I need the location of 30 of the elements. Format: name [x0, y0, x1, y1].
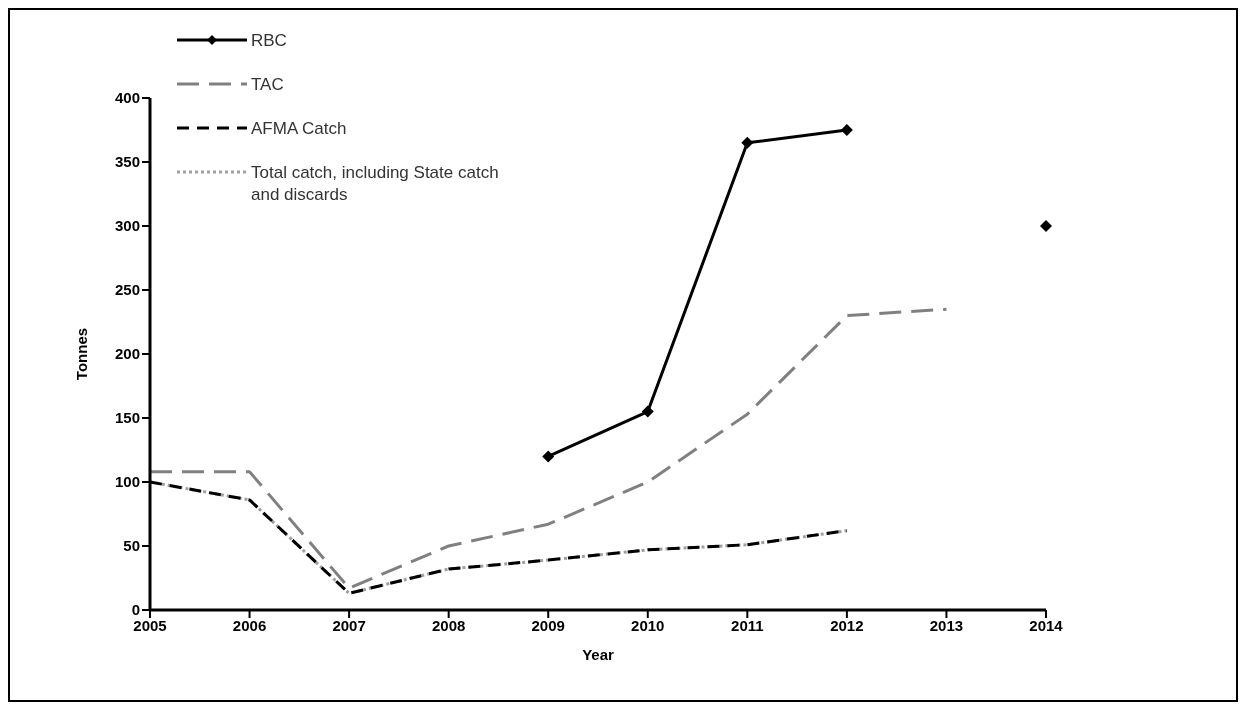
legend-label: AFMA Catch	[251, 118, 347, 140]
x-tick-label: 2005	[133, 616, 167, 634]
x-tick-label: 2012	[830, 616, 864, 634]
y-tick-label: 350	[114, 153, 140, 171]
x-tick-label: 2006	[232, 616, 267, 634]
y-tick-label: 250	[114, 281, 140, 299]
y-tick-label: 0	[131, 601, 140, 619]
point	[542, 450, 555, 463]
legend-label: TAC	[251, 74, 284, 96]
x-axis-title: Year	[582, 646, 615, 663]
legend-label: RBC	[251, 30, 287, 52]
legend-label: Total catch, including State catch and discards	[251, 162, 500, 206]
y-axis-title: Tonnes	[73, 327, 91, 381]
point	[641, 405, 654, 418]
point	[1040, 220, 1052, 232]
point	[741, 136, 754, 149]
y-tick-label: 200	[114, 345, 140, 363]
x-tick-label: 2010	[631, 616, 665, 634]
x-tick-label: 2011	[731, 616, 764, 634]
y-tick-label: 100	[114, 473, 140, 491]
point	[840, 124, 853, 136]
x-tick-label: 2007	[332, 616, 366, 634]
y-tick-label: 300	[114, 217, 140, 235]
y-tick-label: 50	[123, 537, 140, 555]
x-tick-label: 2008	[431, 616, 466, 634]
x-tick-label: 2013	[929, 616, 964, 634]
y-tick-label: 150	[114, 409, 140, 427]
y-tick-label: 400	[114, 89, 140, 107]
x-tick-label: 2009	[531, 616, 565, 634]
x-tick-label: 2014	[1029, 616, 1064, 634]
